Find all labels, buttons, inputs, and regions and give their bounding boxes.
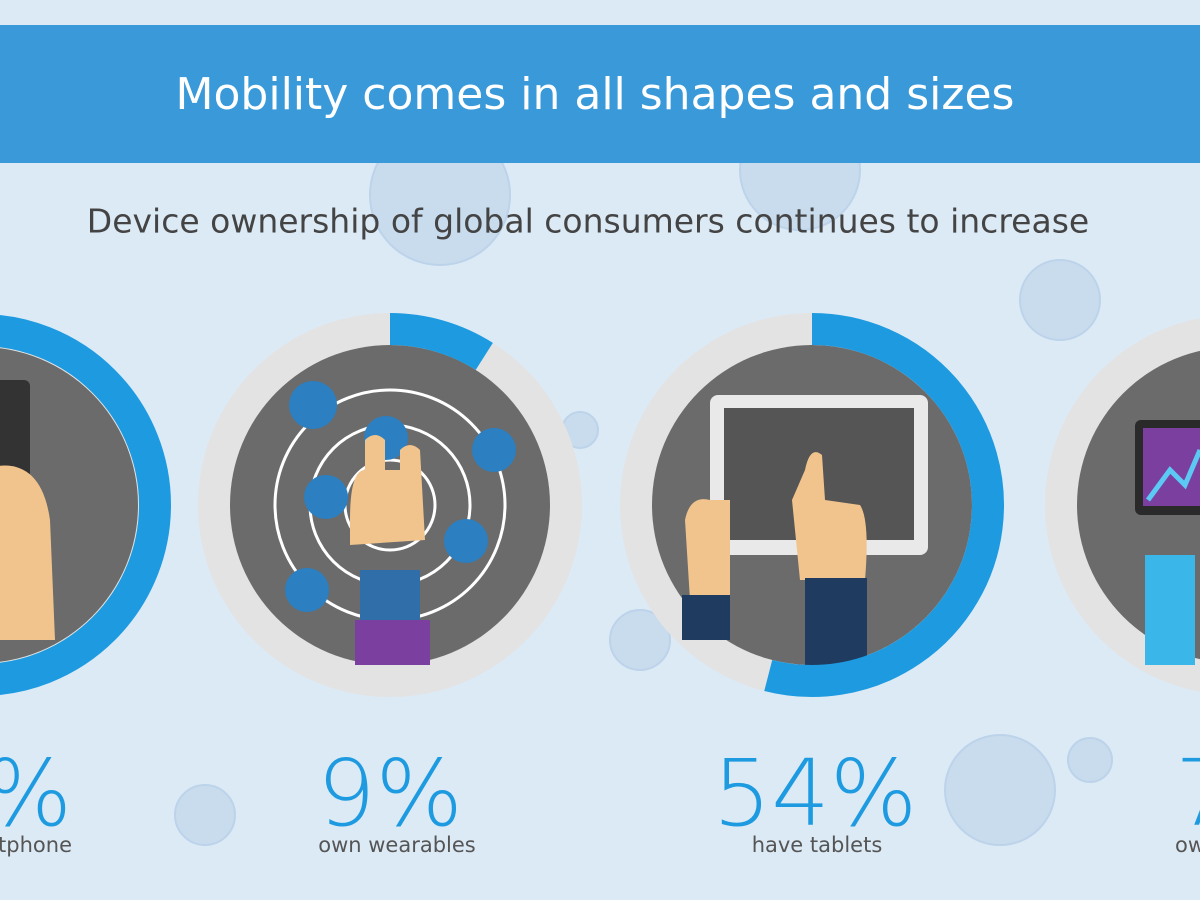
dynamic-layer: %tphone 9%own wearables 54%have tablets 7ow	[0, 313, 1200, 857]
percent-label: %	[0, 740, 72, 847]
smartphone-ring	[0, 315, 171, 695]
tablets-ring	[620, 313, 1004, 697]
percent-label: 54%	[713, 740, 917, 847]
title: Mobility comes in all shapes and sizes	[176, 69, 1015, 120]
wearables-ring	[198, 313, 582, 697]
caption: ow	[1175, 833, 1200, 857]
ring-arc	[389, 313, 493, 371]
percent-label: 9%	[317, 740, 463, 847]
caption: have tablets	[752, 833, 883, 857]
last-ring	[1045, 318, 1200, 692]
caption: tphone	[0, 833, 72, 857]
subtitle: Device ownership of global consumers con…	[87, 202, 1089, 241]
percent-label: 7	[1175, 740, 1200, 847]
ring-arc	[764, 313, 1004, 697]
background-network	[174, 109, 1113, 846]
header-bar	[0, 25, 1200, 163]
caption: own wearables	[318, 833, 476, 857]
